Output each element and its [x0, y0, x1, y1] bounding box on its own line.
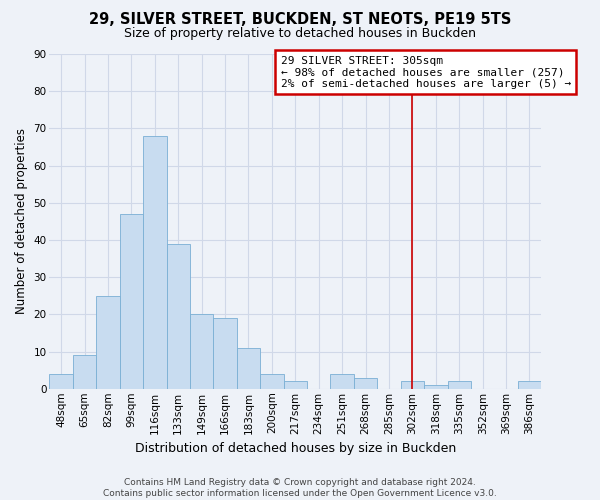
Bar	[96, 296, 120, 389]
Text: 29 SILVER STREET: 305sqm
← 98% of detached houses are smaller (257)
2% of semi-d: 29 SILVER STREET: 305sqm ← 98% of detach…	[281, 56, 571, 89]
Text: Size of property relative to detached houses in Buckden: Size of property relative to detached ho…	[124, 28, 476, 40]
Bar	[120, 214, 143, 389]
Bar	[424, 385, 448, 389]
Bar	[73, 356, 96, 389]
Text: 29, SILVER STREET, BUCKDEN, ST NEOTS, PE19 5TS: 29, SILVER STREET, BUCKDEN, ST NEOTS, PE…	[89, 12, 511, 28]
Bar	[518, 382, 541, 389]
Bar	[354, 378, 377, 389]
Bar	[167, 244, 190, 389]
Bar	[143, 136, 167, 389]
Bar	[190, 314, 214, 389]
Bar	[284, 382, 307, 389]
Bar	[237, 348, 260, 389]
Bar	[448, 382, 471, 389]
Bar	[49, 374, 73, 389]
Bar	[331, 374, 354, 389]
X-axis label: Distribution of detached houses by size in Buckden: Distribution of detached houses by size …	[135, 442, 456, 455]
Bar	[260, 374, 284, 389]
Text: Contains HM Land Registry data © Crown copyright and database right 2024.
Contai: Contains HM Land Registry data © Crown c…	[103, 478, 497, 498]
Bar	[214, 318, 237, 389]
Bar	[401, 382, 424, 389]
Y-axis label: Number of detached properties: Number of detached properties	[15, 128, 28, 314]
